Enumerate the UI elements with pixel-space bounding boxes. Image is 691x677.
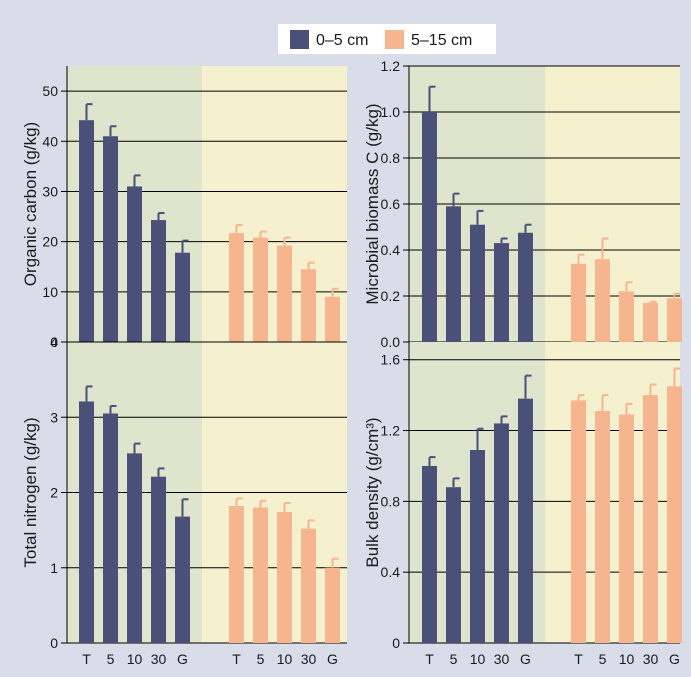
y-tick-label: 1.2 [381, 58, 401, 74]
bar [175, 252, 190, 342]
bar [253, 507, 268, 643]
x-tick-label: T [82, 651, 91, 667]
bar [470, 224, 485, 342]
bar [667, 298, 682, 342]
x-tick-label: 10 [619, 651, 635, 667]
bar [470, 450, 485, 643]
bar [446, 206, 461, 342]
y-tick-label: 30 [42, 183, 58, 199]
bar [595, 259, 610, 342]
x-tick-label: 5 [107, 651, 115, 667]
x-tick-label: 5 [599, 651, 607, 667]
legend-swatch-5-15cm [385, 30, 404, 49]
y-axis-title: Microbial biomass C (g/kg) [363, 103, 382, 304]
bar [277, 245, 292, 342]
bar [643, 302, 658, 342]
y-tick-label: 0 [50, 334, 58, 350]
y-tick-label: 2 [50, 485, 58, 501]
bar [103, 136, 118, 342]
x-tick-label: 30 [494, 651, 510, 667]
bar [422, 112, 437, 342]
plot-bg-right [202, 66, 347, 342]
bar [595, 411, 610, 643]
microbial-biomass-chart: 0.0 0.2 0.4 0.6 0.8 1.0 1.2 Microbial biomass C… [363, 58, 682, 350]
bar [229, 506, 244, 643]
y-tick-label: 0 [392, 635, 400, 651]
bar [175, 516, 190, 643]
bar [151, 220, 166, 342]
y-tick-label: 50 [42, 83, 58, 99]
legend-swatch-0-5cm [290, 30, 309, 49]
bar [301, 269, 316, 342]
bar [571, 263, 586, 342]
y-tick-label: 1.6 [381, 352, 401, 368]
bar [229, 233, 244, 342]
bar [571, 400, 586, 643]
bar [325, 567, 340, 643]
bar [253, 237, 268, 342]
y-tick-label: 1 [50, 560, 58, 576]
bar [325, 296, 340, 342]
legend: 0–5 cm 5–15 cm [278, 24, 496, 54]
y-tick-label: 0.8 [381, 150, 401, 166]
y-tick-label: 0.0 [381, 334, 401, 350]
x-tick-label: G [669, 651, 680, 667]
y-tick-label: 20 [42, 234, 58, 250]
y-tick-label: 0.8 [381, 493, 401, 509]
y-tick-label: 1.0 [381, 104, 401, 120]
y-tick-label: 40 [42, 133, 58, 149]
x-tick-label: 10 [470, 651, 486, 667]
bar [277, 512, 292, 643]
y-tick-label: 1.2 [381, 423, 401, 439]
x-tick-label: T [574, 651, 583, 667]
bar [79, 120, 94, 342]
bar [127, 186, 142, 342]
y-axis-title: Total nitrogen (g/kg) [21, 417, 40, 567]
x-tick-label: 5 [257, 651, 265, 667]
x-tick-label: 5 [450, 651, 458, 667]
bar [301, 528, 316, 643]
y-tick-label: 0.4 [381, 242, 401, 258]
y-tick-label: 0.2 [381, 288, 401, 304]
y-axis-title: Organic carbon (g/kg) [21, 122, 40, 286]
x-tick-label: 10 [277, 651, 293, 667]
organic-carbon-chart: 0 10 20 30 40 50 Organic carbon (g/kg) [21, 66, 347, 350]
y-tick-label: 0.6 [381, 196, 401, 212]
bar [619, 414, 634, 643]
x-tick-label: T [425, 651, 434, 667]
bar [103, 413, 118, 643]
y-tick-label: 0.4 [381, 564, 401, 580]
bar [127, 453, 142, 643]
legend-label-5-15cm: 5–15 cm [411, 32, 472, 49]
y-axis-title: Bulk density (g/cm³) [363, 417, 382, 567]
bar [494, 243, 509, 342]
y-tick-label: 4 [50, 334, 58, 350]
bar [79, 401, 94, 643]
legend-label-0-5cm: 0–5 cm [316, 32, 368, 49]
bar [494, 423, 509, 643]
bar [446, 487, 461, 643]
bar [619, 291, 634, 342]
y-tick-label: 3 [50, 409, 58, 425]
x-tick-label: 30 [643, 651, 659, 667]
y-tick-label: 10 [42, 284, 58, 300]
bar [667, 386, 682, 643]
bar [151, 476, 166, 643]
x-tick-label: T [232, 651, 241, 667]
bar [518, 232, 533, 342]
plot-bg-right [545, 342, 680, 643]
x-tick-label: 30 [301, 651, 317, 667]
x-tick-label: G [520, 651, 531, 667]
y-tick-label: 0 [50, 635, 58, 651]
x-tick-label: G [177, 651, 188, 667]
bar [422, 465, 437, 643]
bar [643, 395, 658, 643]
x-tick-label: 30 [151, 651, 167, 667]
x-tick-label: G [327, 651, 338, 667]
bar [518, 398, 533, 643]
x-tick-label: 10 [127, 651, 143, 667]
